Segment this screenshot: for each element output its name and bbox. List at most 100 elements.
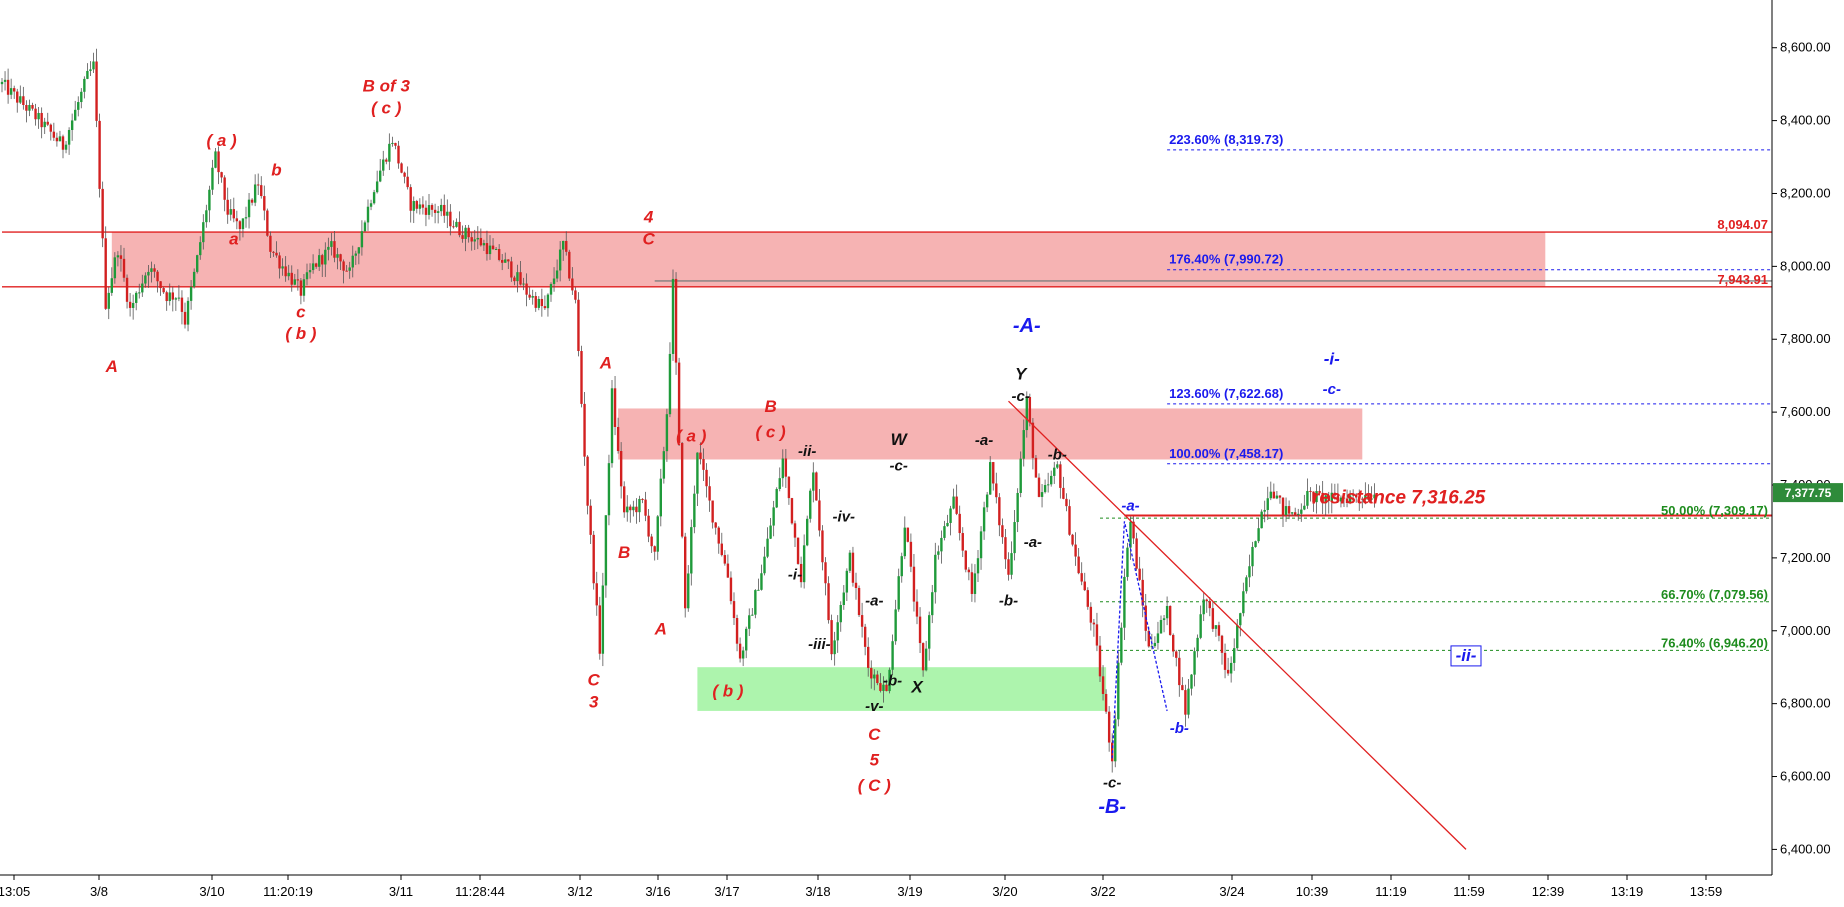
candle-body xyxy=(610,388,614,464)
candle-body xyxy=(77,102,80,110)
candle-body xyxy=(488,245,492,255)
candle-body xyxy=(1272,491,1276,499)
candle-body xyxy=(327,246,330,250)
price-tick-label: 7,000.00 xyxy=(1780,623,1831,638)
candle-body xyxy=(638,498,641,513)
candle-body xyxy=(308,270,312,273)
candle-body xyxy=(903,527,906,557)
candle-body xyxy=(717,527,720,544)
candle-body xyxy=(1132,521,1135,539)
time-tick-label: 3/11 xyxy=(389,884,413,899)
candle-body xyxy=(1239,613,1242,626)
candle-body xyxy=(580,351,583,404)
time-tick-label: 3/12 xyxy=(567,884,592,899)
wave-label: A xyxy=(654,619,667,638)
candle-body xyxy=(58,136,62,142)
candle-body xyxy=(229,209,232,215)
candle-body xyxy=(824,562,827,584)
candle-body xyxy=(1007,559,1010,575)
candle-body xyxy=(809,490,812,519)
candle-body xyxy=(324,249,327,265)
candle-body xyxy=(446,211,449,216)
candle-body xyxy=(1196,637,1199,652)
candle-body xyxy=(183,311,187,325)
candle-body xyxy=(1175,651,1178,658)
price-tick-label: 6,600.00 xyxy=(1780,769,1831,784)
candle-body xyxy=(400,163,403,173)
candle-body xyxy=(141,283,144,293)
candle-body xyxy=(873,674,876,679)
candle-body xyxy=(1016,492,1019,523)
candle-body xyxy=(729,577,733,602)
candle-body xyxy=(424,207,428,215)
candle-body xyxy=(1107,711,1111,743)
candle-body xyxy=(668,353,672,415)
candle-body xyxy=(455,221,458,227)
candle-body xyxy=(912,566,916,602)
time-tick-label: 3/10 xyxy=(199,884,224,899)
time-tick-label: 10:39 xyxy=(1296,884,1329,899)
candle-body xyxy=(1083,581,1086,591)
candle-body xyxy=(763,556,766,574)
candle-body xyxy=(19,96,22,103)
candle-body xyxy=(293,279,296,285)
candle-body xyxy=(43,121,46,128)
candle-body xyxy=(1037,477,1041,497)
candle-body xyxy=(598,605,601,654)
candle-body xyxy=(1178,657,1181,686)
candle-body xyxy=(1190,674,1193,689)
candle-body xyxy=(1165,605,1169,619)
candle-body xyxy=(128,301,132,308)
price-tick-label: 6,800.00 xyxy=(1780,696,1831,711)
candle-body xyxy=(738,643,742,659)
candle-body xyxy=(397,145,400,164)
wave-label: -c- xyxy=(890,457,908,474)
wave-label: 5 xyxy=(870,751,880,770)
candle-body xyxy=(662,451,666,479)
candle-body xyxy=(1034,457,1038,478)
candle-body xyxy=(436,211,440,213)
candle-body xyxy=(674,278,678,363)
candle-body xyxy=(769,525,772,539)
wave-label: -c- xyxy=(1012,388,1030,405)
time-tick-label: 3/18 xyxy=(805,884,830,899)
candle-body xyxy=(1114,719,1117,762)
candle-body xyxy=(162,288,165,293)
candle-body xyxy=(1117,662,1120,720)
fib-level-label: 223.60% (8,319.73) xyxy=(1169,132,1283,147)
candle-body xyxy=(1294,512,1297,515)
candle-body xyxy=(443,204,446,216)
candle-body xyxy=(699,452,702,460)
candle-body xyxy=(583,403,586,457)
candle-body xyxy=(863,626,867,647)
candle-body xyxy=(1361,498,1364,500)
candle-body xyxy=(354,253,357,256)
candle-body xyxy=(1275,495,1279,499)
candle-body xyxy=(1266,498,1269,510)
candle-body xyxy=(1263,509,1266,512)
candle-body xyxy=(458,221,461,236)
candle-body xyxy=(1315,491,1318,503)
candle-body xyxy=(766,538,769,557)
wave-label: A xyxy=(105,357,118,376)
candle-body xyxy=(409,187,412,211)
candle-body xyxy=(1248,566,1251,578)
candle-body xyxy=(1233,648,1236,663)
candle-body xyxy=(1364,494,1367,500)
candle-body xyxy=(720,543,723,556)
candle-body xyxy=(202,222,205,243)
wave-label: -b- xyxy=(883,672,902,689)
wave-label: -A- xyxy=(1013,315,1041,337)
time-tick-label: 11:28:44 xyxy=(455,884,505,899)
candle-body xyxy=(257,184,260,186)
candle-body xyxy=(714,522,717,528)
candle-body xyxy=(168,292,171,302)
candle-body xyxy=(345,270,348,272)
time-tick-label: 3/16 xyxy=(645,884,670,899)
wave-label: ( a ) xyxy=(206,131,237,150)
candle-body xyxy=(418,204,422,209)
wave-label: -i- xyxy=(788,567,802,584)
candle-body xyxy=(430,205,434,210)
candle-body xyxy=(494,249,498,251)
